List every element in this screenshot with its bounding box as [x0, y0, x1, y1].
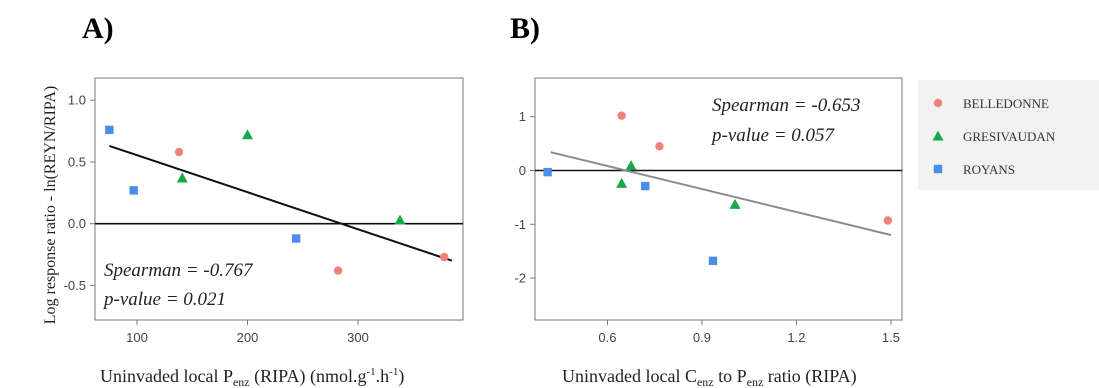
panel-b-x-axis-label: Uninvaded local Cenz to Penz ratio (RIPA… [562, 366, 857, 388]
data-point-royans [543, 167, 552, 177]
data-point-royans [105, 125, 114, 135]
data-point-gresivaudan [729, 198, 741, 209]
panel-a-frame [94, 77, 464, 321]
panel-a-x-ticks: 100 200 300 [126, 320, 369, 345]
y-tick-label: -2 [514, 271, 526, 286]
data-point-royans [129, 186, 138, 195]
x-tick-label: 300 [347, 330, 369, 345]
y-tick-label: -0.5 [64, 278, 86, 293]
y-tick-label: 1.0 [68, 93, 86, 108]
panel-b-lines [535, 151, 902, 237]
data-point-royans [708, 256, 718, 266]
panel-b: B) -2 -1 0 1 0.6 0.9 1.2 1.5 Spearman = -0.653… [510, 12, 903, 388]
x-tick-label: 100 [126, 330, 148, 345]
trend-line [550, 151, 892, 237]
x-tick-label: 0.6 [598, 330, 616, 345]
data-point-gresivaudan [625, 160, 637, 171]
y-tick-label: 0.5 [68, 154, 86, 169]
data-point-belledonne [883, 216, 893, 225]
data-point-belledonne [333, 266, 343, 275]
legend-label-royans: ROYANS [963, 162, 1015, 177]
legend: BELLEDONNE GRESIVAUDAN ROYANS [918, 80, 1099, 190]
x-tick-label: 0.9 [693, 330, 711, 345]
legend-marker-belledonne [933, 98, 943, 108]
panel-a-points [105, 125, 449, 275]
panel-a-letter: A) [82, 12, 114, 45]
data-point-belledonne [617, 111, 626, 120]
legend-marker-gresivaudan [932, 130, 944, 141]
data-point-royans [291, 234, 301, 243]
x-tick-label: 200 [237, 330, 259, 345]
panel-a-x-axis-label: Uninvaded local Penz (RIPA) (nmol.g-1.h-… [100, 366, 404, 388]
legend-items: BELLEDONNE GRESIVAUDAN ROYANS [932, 96, 1056, 177]
legend-label-belledonne: BELLEDONNE [963, 96, 1049, 111]
panel-b-points [543, 111, 893, 266]
panel-b-y-ticks: -2 -1 0 1 [514, 109, 535, 286]
y-tick-label: 0.0 [68, 216, 86, 231]
y-tick-label: -1 [514, 217, 526, 232]
trend-line [109, 144, 453, 262]
panel-a-y-ticks: -0.5 0.0 0.5 1.0 [64, 93, 95, 293]
panel-b-letter: B) [510, 12, 540, 45]
panel-b-spearman: Spearman = -0.653 [712, 95, 860, 116]
data-point-belledonne [174, 147, 184, 157]
legend-label-gresivaudan: GRESIVAUDAN [963, 129, 1056, 144]
data-point-belledonne [440, 252, 449, 262]
panel-b-pvalue: p-value = 0.057 [710, 125, 836, 146]
panel-b-x-ticks: 0.6 0.9 1.2 1.5 [598, 320, 900, 345]
data-point-gresivaudan [242, 129, 254, 140]
data-point-gresivaudan [616, 177, 628, 188]
panel-a: A) -0.5 0.0 0.5 1.0 100 200 300 Spearman = -0… [64, 12, 464, 388]
panel-b-frame [534, 77, 903, 321]
data-point-royans [641, 181, 650, 191]
panel-a-spearman: Spearman = -0.767 [104, 260, 254, 281]
x-tick-label: 1.2 [787, 330, 805, 345]
legend-background [918, 80, 1099, 190]
x-tick-label: 1.5 [882, 330, 900, 345]
y-tick-label: 1 [519, 109, 526, 124]
data-point-belledonne [655, 142, 664, 151]
panel-a-lines [95, 144, 463, 262]
data-point-gresivaudan [176, 172, 188, 183]
data-point-gresivaudan [394, 214, 406, 225]
y-axis-label: Log response ratio - ln(REYN/RIPA) [42, 86, 59, 325]
y-tick-label: 0 [519, 163, 526, 178]
legend-marker-royans [933, 164, 943, 174]
panel-a-pvalue: p-value = 0.021 [102, 289, 226, 310]
